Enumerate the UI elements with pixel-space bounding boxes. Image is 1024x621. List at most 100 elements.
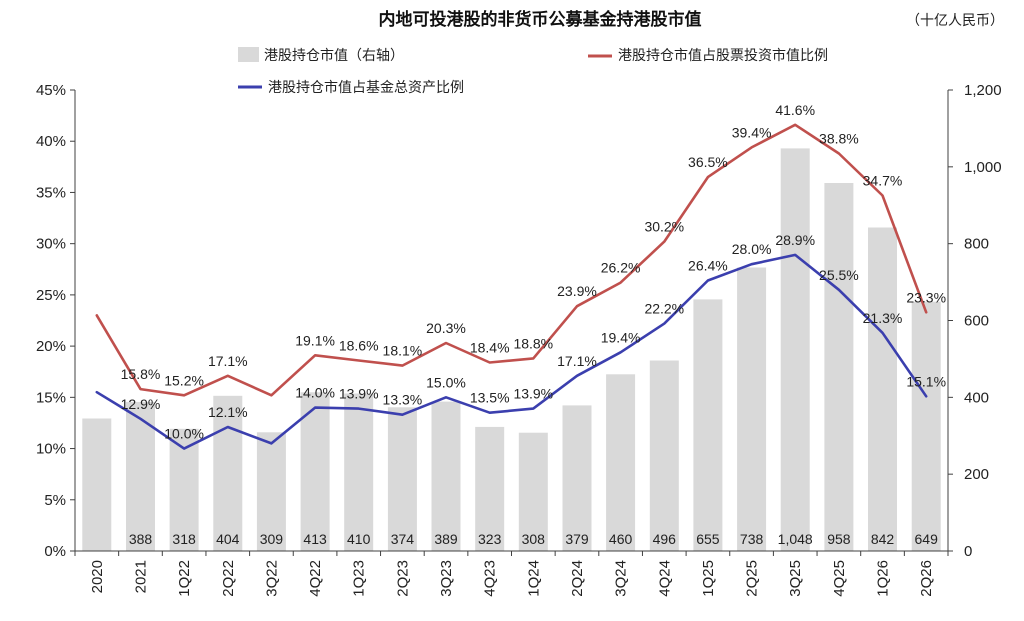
left-tick-label: 10% bbox=[36, 441, 66, 458]
red-line-label-4Q25: 38.8% bbox=[819, 131, 859, 147]
blue-line-label-2Q26: 15.1% bbox=[906, 373, 946, 389]
bar-1Q25 bbox=[693, 299, 723, 551]
red-line-label-4Q24: 30.2% bbox=[644, 219, 684, 235]
blue-line-label-2Q23: 13.3% bbox=[383, 392, 423, 408]
left-tick-label: 5% bbox=[44, 492, 66, 509]
left-tick-label: 30% bbox=[36, 236, 66, 253]
bar-label-1Q24: 308 bbox=[522, 531, 546, 547]
bar-2Q25 bbox=[737, 267, 767, 551]
blue-line-label-3Q23: 15.0% bbox=[426, 374, 466, 390]
bar-labels: 388 318 404 309 413 410 374 389 323 308 379 460 496 6… bbox=[129, 531, 938, 547]
red-line-label-2Q22: 17.1% bbox=[208, 353, 248, 369]
blue-line-label-1Q26: 21.3% bbox=[863, 310, 903, 326]
blue-line-label-3Q25: 28.9% bbox=[775, 232, 815, 248]
blue-line-label-2021: 12.9% bbox=[121, 396, 161, 412]
bar-label-1Q23: 410 bbox=[347, 531, 371, 547]
line-series bbox=[95, 123, 928, 450]
blue-line-label-4Q23: 13.5% bbox=[470, 390, 510, 406]
x-tick-label-1Q26: 1Q26 bbox=[875, 560, 892, 597]
right-tick-label: 200 bbox=[964, 466, 989, 483]
red-line-label-2Q25: 39.4% bbox=[732, 124, 772, 140]
bar-2020 bbox=[82, 418, 112, 551]
chart-unit: （十亿人民币） bbox=[906, 13, 1004, 29]
left-tick-label: 35% bbox=[36, 184, 66, 201]
red-line-label-1Q22: 15.2% bbox=[164, 372, 204, 388]
bar-label-1Q25: 655 bbox=[696, 531, 720, 547]
red-line-label-3Q25: 41.6% bbox=[775, 102, 815, 118]
bar-label-1Q26: 842 bbox=[871, 531, 895, 547]
x-tick-label-2021: 2021 bbox=[133, 560, 150, 593]
bar-2Q23 bbox=[387, 407, 417, 551]
bar-2Q22 bbox=[213, 395, 243, 551]
x-tick-label-2020: 2020 bbox=[89, 560, 106, 593]
blue-line-path bbox=[95, 253, 928, 450]
bar-label-2021: 388 bbox=[129, 531, 153, 547]
legend-item-red-line: 港股持仓市值占股票投资市值比例 bbox=[588, 47, 828, 64]
legend-label-red-line: 港股持仓市值占股票投资市值比例 bbox=[618, 47, 828, 64]
legend-label-bars: 港股持仓市值（右轴） bbox=[264, 47, 404, 64]
bar-label-4Q25: 958 bbox=[827, 531, 851, 547]
bar-3Q22 bbox=[256, 432, 286, 551]
bar-1Q26 bbox=[868, 227, 897, 551]
legend-swatch-bars bbox=[238, 47, 259, 62]
left-tick-label: 45% bbox=[36, 82, 66, 99]
red-line-label-2Q23: 18.1% bbox=[383, 343, 423, 359]
x-tick-label-4Q24: 4Q24 bbox=[656, 560, 673, 597]
bar-label-3Q23: 389 bbox=[434, 531, 458, 547]
legend: 港股持仓市值（右轴） 港股持仓市值占股票投资市值比例 港股持仓市值占基金总资产比… bbox=[238, 47, 828, 96]
legend-item-blue-line: 港股持仓市值占基金总资产比例 bbox=[238, 79, 464, 96]
bar-1Q24 bbox=[518, 432, 548, 551]
bar-4Q22 bbox=[300, 392, 330, 551]
red-line-label-1Q26: 34.7% bbox=[863, 173, 903, 189]
bar-2Q26 bbox=[911, 301, 941, 551]
x-tick-label-2Q22: 2Q22 bbox=[220, 560, 237, 597]
right-tick-label: 600 bbox=[964, 313, 989, 330]
blue-line-label-2Q22: 12.1% bbox=[208, 404, 248, 420]
bar-label-2Q25: 738 bbox=[740, 531, 764, 547]
bar-4Q25 bbox=[824, 183, 854, 551]
red-line-label-1Q23: 18.6% bbox=[339, 338, 379, 354]
blue-line-label-4Q24: 22.2% bbox=[644, 301, 684, 317]
bar-label-3Q25: 1,048 bbox=[778, 531, 813, 547]
red-line-label-3Q24: 26.2% bbox=[601, 260, 641, 276]
axes: 0% 5% 10% 15% 20% 25% 30% 35% 40% 45% 0 200 400 600 80… bbox=[36, 82, 1002, 597]
x-tick-label-2Q23: 2Q23 bbox=[394, 560, 411, 597]
bar-label-3Q24: 460 bbox=[609, 531, 633, 547]
blue-line-label-1Q24: 13.9% bbox=[513, 386, 553, 402]
bar-4Q23 bbox=[475, 426, 505, 551]
right-tick-label: 1,000 bbox=[964, 159, 1002, 176]
x-tick-label-3Q25: 3Q25 bbox=[787, 560, 804, 597]
x-tick-label-4Q25: 4Q25 bbox=[831, 560, 848, 597]
bar-label-2Q22: 404 bbox=[216, 531, 240, 547]
red-line-label-2Q24: 23.9% bbox=[557, 283, 597, 299]
bar-4Q24 bbox=[649, 360, 679, 551]
right-tick-label: 1,200 bbox=[964, 82, 1002, 99]
blue-line-label-1Q22: 10.0% bbox=[164, 426, 204, 442]
x-tick-label-4Q23: 4Q23 bbox=[482, 560, 499, 597]
left-tick-label: 40% bbox=[36, 133, 66, 150]
bar-label-2Q26: 649 bbox=[915, 531, 939, 547]
bar-label-4Q23: 323 bbox=[478, 531, 502, 547]
left-tick-label: 15% bbox=[36, 389, 66, 406]
line-labels: 15.8% 15.2%17.1%19.1% 18.6% 18.1%20.3%18.4%… bbox=[121, 102, 946, 442]
blue-line-label-2Q25: 28.0% bbox=[732, 241, 772, 257]
x-tick-label-1Q23: 1Q23 bbox=[351, 560, 368, 597]
x-tick-label-1Q22: 1Q22 bbox=[176, 560, 193, 597]
blue-line-label-3Q24: 19.4% bbox=[601, 329, 641, 345]
x-tick-label-2Q24: 2Q24 bbox=[569, 560, 586, 597]
bar-label-4Q24: 496 bbox=[653, 531, 677, 547]
bar-label-2Q23: 374 bbox=[391, 531, 415, 547]
blue-line-label-1Q23: 13.9% bbox=[339, 386, 379, 402]
blue-line-label-1Q25: 26.4% bbox=[688, 258, 728, 274]
right-tick-label: 800 bbox=[964, 236, 989, 253]
left-tick-label: 0% bbox=[44, 543, 66, 560]
bar-label-1Q22: 318 bbox=[172, 531, 196, 547]
bar-series bbox=[82, 148, 941, 551]
blue-line-label-2Q24: 17.1% bbox=[557, 353, 597, 369]
blue-line-label-4Q25: 25.5% bbox=[819, 267, 859, 283]
red-line-label-4Q22: 19.1% bbox=[295, 332, 335, 348]
red-line-label-3Q23: 20.3% bbox=[426, 320, 466, 336]
red-line-path bbox=[95, 123, 928, 397]
right-tick-label: 0 bbox=[964, 543, 972, 560]
